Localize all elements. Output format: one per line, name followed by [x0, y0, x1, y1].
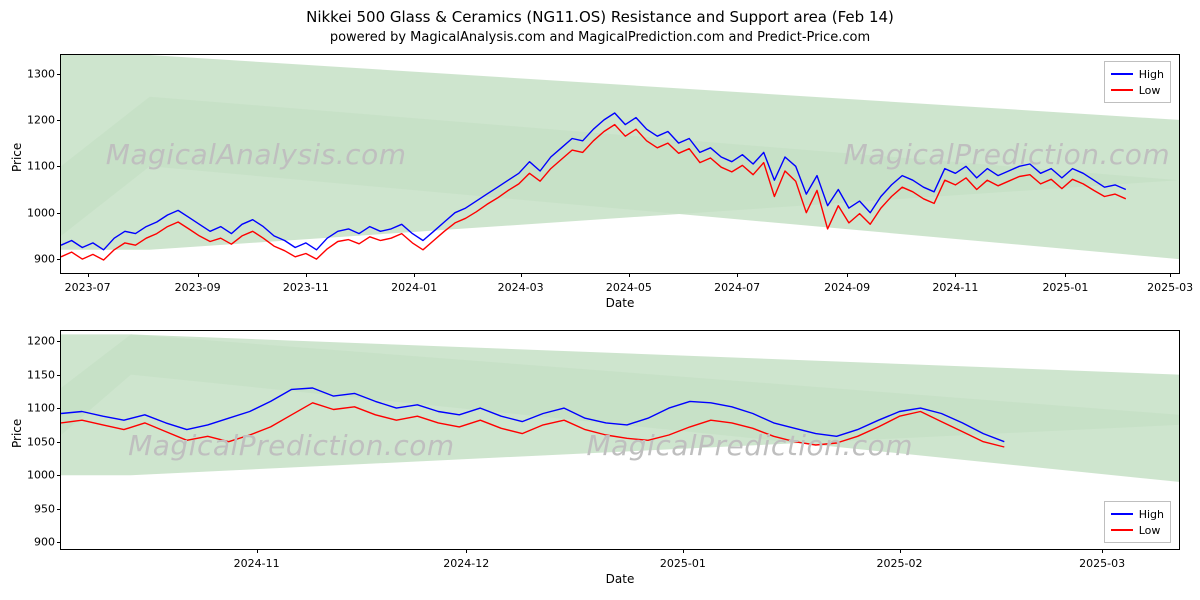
x-tick-mark	[683, 549, 684, 553]
legend-item: High	[1111, 66, 1164, 82]
x-tick-label: 2023-07	[65, 281, 111, 294]
x-tick-mark	[521, 273, 522, 277]
y-tick-label: 1000	[27, 206, 55, 219]
x-tick-mark	[88, 273, 89, 277]
x-tick-label: 2024-12	[443, 557, 489, 570]
x-tick-label: 2023-11	[283, 281, 329, 294]
legend-swatch	[1111, 73, 1133, 75]
x-tick-label: 2024-03	[498, 281, 544, 294]
legend-item: Low	[1111, 522, 1164, 538]
y-tick-label: 1050	[27, 435, 55, 448]
x-tick-mark	[1102, 549, 1103, 553]
y-tick-mark	[57, 475, 61, 476]
legend-item: Low	[1111, 82, 1164, 98]
legend-label: Low	[1139, 84, 1161, 97]
x-tick-mark	[466, 549, 467, 553]
y-tick-mark	[57, 341, 61, 342]
x-tick-mark	[257, 549, 258, 553]
chart-panel-top: MagicalAnalysis.comMagicalPrediction.com…	[60, 54, 1180, 274]
x-tick-label: 2024-11	[234, 557, 280, 570]
chart-plot-bottom	[61, 331, 1179, 549]
x-tick-label: 2025-03	[1147, 281, 1193, 294]
x-tick-label: 2024-07	[714, 281, 760, 294]
chart-subtitle: powered by MagicalAnalysis.com and Magic…	[0, 26, 1200, 45]
x-tick-label: 2024-11	[932, 281, 978, 294]
chart-panel-bottom: MagicalPrediction.comMagicalPrediction.c…	[60, 330, 1180, 550]
x-tick-mark	[900, 549, 901, 553]
legend: High Low	[1104, 61, 1171, 103]
y-tick-label: 1150	[27, 368, 55, 381]
x-tick-label: 2024-05	[606, 281, 652, 294]
y-tick-mark	[57, 120, 61, 121]
y-tick-mark	[57, 442, 61, 443]
y-tick-mark	[57, 259, 61, 260]
y-tick-mark	[57, 74, 61, 75]
x-axis-label-top: Date	[60, 296, 1180, 310]
x-tick-label: 2023-09	[175, 281, 221, 294]
x-tick-label: 2025-02	[877, 557, 923, 570]
y-tick-label: 950	[34, 502, 55, 515]
x-tick-mark	[1170, 273, 1171, 277]
y-tick-label: 1200	[27, 113, 55, 126]
x-tick-mark	[847, 273, 848, 277]
chart-plot-top	[61, 55, 1179, 273]
y-axis-label-top: Price	[10, 158, 24, 172]
y-tick-mark	[57, 213, 61, 214]
y-tick-mark	[57, 509, 61, 510]
y-tick-label: 1000	[27, 469, 55, 482]
y-tick-label: 1100	[27, 160, 55, 173]
y-tick-mark	[57, 542, 61, 543]
legend-label: High	[1139, 508, 1164, 521]
x-tick-label: 2024-01	[391, 281, 437, 294]
legend-swatch	[1111, 513, 1133, 515]
legend-item: High	[1111, 506, 1164, 522]
y-tick-mark	[57, 408, 61, 409]
x-tick-mark	[955, 273, 956, 277]
y-tick-label: 900	[34, 253, 55, 266]
x-tick-mark	[737, 273, 738, 277]
x-tick-label: 2024-09	[824, 281, 870, 294]
chart-title: Nikkei 500 Glass & Ceramics (NG11.OS) Re…	[0, 0, 1200, 26]
x-tick-mark	[198, 273, 199, 277]
y-tick-mark	[57, 166, 61, 167]
y-tick-label: 900	[34, 536, 55, 549]
x-tick-mark	[414, 273, 415, 277]
x-axis-label-bottom: Date	[60, 572, 1180, 586]
y-tick-label: 1100	[27, 402, 55, 415]
legend-label: High	[1139, 68, 1164, 81]
x-tick-mark	[1065, 273, 1066, 277]
legend-swatch	[1111, 89, 1133, 91]
x-tick-mark	[306, 273, 307, 277]
y-axis-label-bottom: Price	[10, 434, 24, 448]
legend-label: Low	[1139, 524, 1161, 537]
y-tick-label: 1300	[27, 67, 55, 80]
legend: High Low	[1104, 501, 1171, 543]
x-tick-label: 2025-03	[1079, 557, 1125, 570]
x-tick-label: 2025-01	[1042, 281, 1088, 294]
x-tick-mark	[629, 273, 630, 277]
legend-swatch	[1111, 529, 1133, 531]
y-tick-label: 1200	[27, 335, 55, 348]
y-tick-mark	[57, 375, 61, 376]
x-tick-label: 2025-01	[660, 557, 706, 570]
